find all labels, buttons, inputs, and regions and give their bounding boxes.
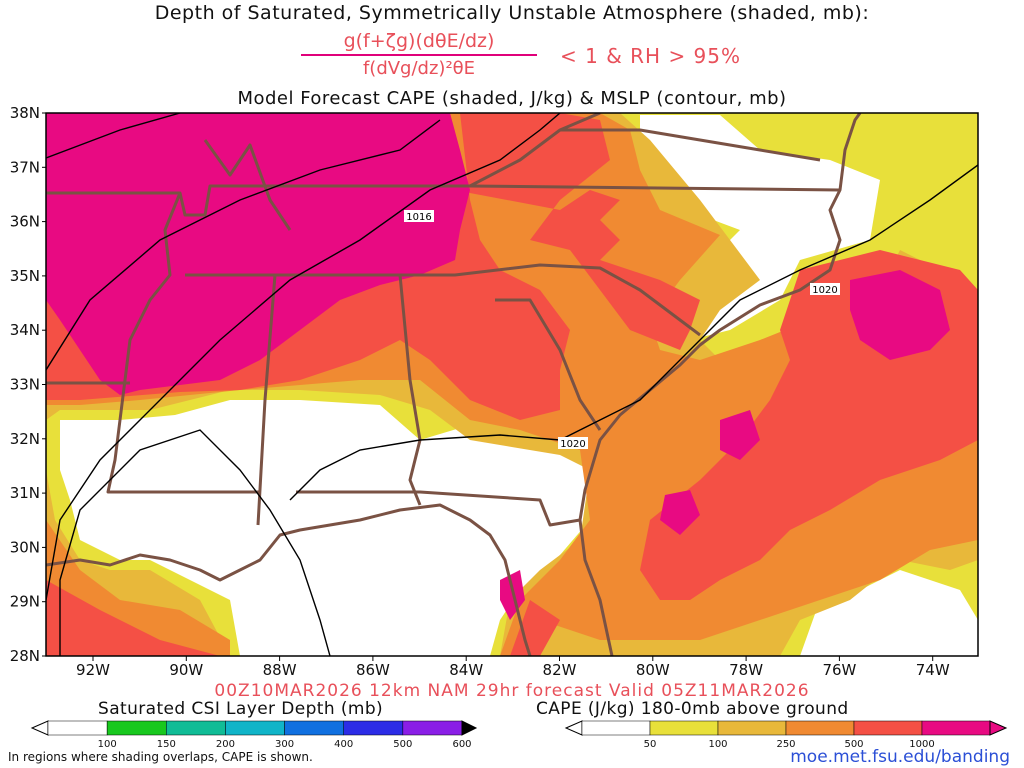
- formula-denominator: f(dVg/dz)²θE: [362, 58, 476, 79]
- csi-legend-title: Saturated CSI Layer Depth (mb): [98, 699, 384, 719]
- border-mississippi: [106, 192, 260, 494]
- longitude-label: 80W: [636, 661, 670, 679]
- chart-subtitle: Model Forecast CAPE (shaded, J/kg) & MSL…: [237, 88, 787, 109]
- svg-text:1016: 1016: [406, 212, 431, 223]
- longitude-label: 92W: [76, 661, 110, 679]
- longitude-label: 76W: [822, 661, 856, 679]
- chart-title: Depth of Saturated, Symmetrically Unstab…: [154, 2, 870, 24]
- latitude-label: 37N: [10, 158, 40, 176]
- legend-swatch: [921, 720, 991, 736]
- isobar-label: 1016: [404, 210, 434, 223]
- legend-tick-label: 1000: [909, 739, 934, 750]
- cape-shading: [46, 113, 978, 656]
- overlap-note: In regions where shading overlaps, CAPE …: [8, 750, 313, 764]
- border-ms-al: [256, 274, 277, 526]
- legend-swatch: [785, 720, 855, 736]
- source-link[interactable]: moe.met.fsu.edu/banding: [790, 747, 1010, 767]
- formula: g(f+ζg)(dθE/dz) f(dVg/dz)²θE: [300, 28, 538, 82]
- border-mid: [185, 263, 701, 337]
- isobars: [46, 113, 978, 656]
- cape-1000-region: [46, 113, 950, 620]
- legend-swatch: [47, 720, 108, 736]
- longitude-label: 90W: [169, 661, 203, 679]
- longitude-label: 78W: [729, 661, 763, 679]
- latitude-label: 28N: [10, 647, 40, 665]
- atlantic-coast: [578, 113, 862, 656]
- fraction-bar: [301, 54, 537, 56]
- legend-left-arrow: [30, 720, 49, 736]
- legend-swatch: [106, 720, 167, 736]
- latitude-label: 34N: [10, 321, 40, 339]
- longitude-label: 88W: [263, 661, 297, 679]
- csi-legend: 100 150 200 300 400 500 600: [30, 720, 478, 750]
- isobar-1020: [59, 164, 978, 656]
- isobar-label: 1020: [558, 437, 588, 450]
- map-area: [46, 113, 978, 656]
- legend-tick-label: 250: [776, 739, 795, 750]
- svg-text:1020: 1020: [812, 285, 837, 296]
- border-ga-sc: [495, 298, 602, 431]
- isobar-label: 1020: [810, 283, 840, 296]
- legend-swatch: [166, 720, 226, 736]
- latitude-label: 32N: [10, 430, 40, 448]
- cape-legend: 50 100 250 500 1000: [564, 720, 1008, 750]
- border-appalachian: [469, 113, 601, 188]
- border-va: [560, 128, 821, 162]
- legend-swatch: [343, 720, 404, 736]
- legend-swatch: [225, 720, 285, 736]
- legend-tick-label: 50: [644, 739, 657, 750]
- legend-tick-label: 500: [393, 739, 412, 750]
- legend-tick-label: 600: [452, 739, 471, 750]
- latitude-labels: 38N 37N 36N 35N 34N 33N 32N 31N 30N 29N 28N: [10, 104, 46, 665]
- legend-tick-label: 100: [708, 739, 727, 750]
- legend-swatch: [717, 720, 787, 736]
- longitude-label: 82W: [543, 661, 577, 679]
- legend-tick-label: 400: [334, 739, 353, 750]
- longitude-label: 74W: [916, 661, 950, 679]
- coastline: [46, 503, 532, 656]
- valid-time: 00Z10MAR2026 12km NAM 29hr forecast Vali…: [214, 681, 810, 701]
- latitude-label: 33N: [10, 376, 40, 394]
- legend-tick-label: 150: [157, 739, 176, 750]
- formula-condition: < 1 & RH > 95%: [560, 44, 742, 68]
- border-fl-ga: [296, 490, 581, 527]
- border-tn-ky-river: [203, 139, 292, 231]
- legend-swatch: [581, 720, 651, 736]
- isobar-1016: [46, 113, 561, 601]
- legend-swatch: [649, 720, 719, 736]
- longitude-label: 86W: [356, 661, 390, 679]
- latitude-label: 35N: [10, 267, 40, 285]
- formula-numerator: g(f+ζg)(dθE/dz): [343, 30, 495, 52]
- latitude-label: 30N: [10, 538, 40, 556]
- longitude-label: 84W: [449, 661, 483, 679]
- latitude-label: 38N: [10, 104, 40, 122]
- legend-tick-label: 300: [275, 739, 294, 750]
- legend-swatch: [402, 720, 463, 736]
- legend-swatch: [853, 720, 923, 736]
- legend-left-arrow: [564, 720, 583, 736]
- isobar-labels: 1016 1020 1020: [404, 210, 840, 450]
- legend-right-arrow: [461, 720, 478, 736]
- legend-swatch: [284, 720, 344, 736]
- legend-tick-label: 500: [844, 739, 863, 750]
- legend-tick-label: 200: [216, 739, 235, 750]
- legend-right-arrow: [989, 720, 1008, 736]
- latitude-label: 29N: [10, 593, 40, 611]
- latitude-label: 36N: [10, 213, 40, 231]
- legend-tick-label: 100: [98, 739, 117, 750]
- longitude-labels: 92W 90W 88W 86W 84W 82W 80W 78W 76W 74W: [76, 656, 950, 679]
- latitude-label: 31N: [10, 484, 40, 502]
- svg-text:1020: 1020: [560, 439, 585, 450]
- cape-legend-title: CAPE (J/kg) 180-0mb above ground: [536, 699, 849, 719]
